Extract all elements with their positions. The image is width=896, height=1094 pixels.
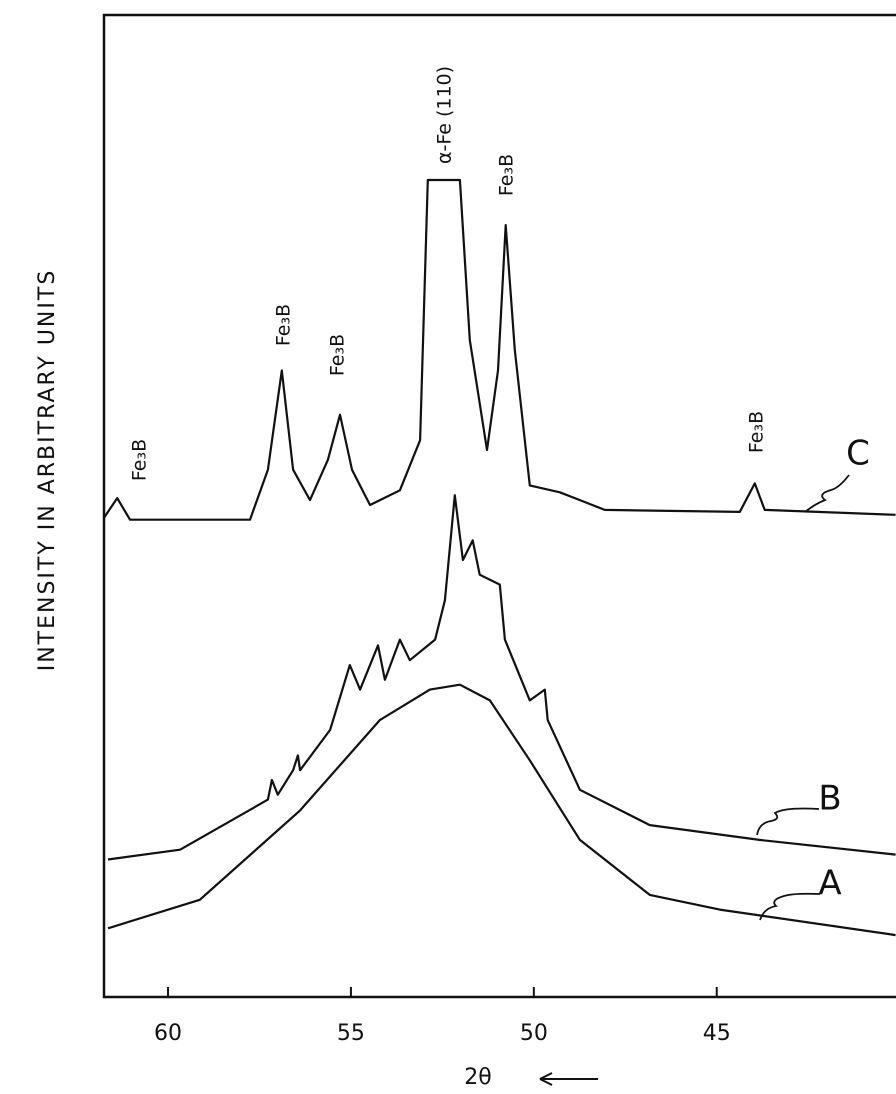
x-direction-arrow	[540, 1073, 598, 1085]
y-axis-label: INTENSITY IN ARBITRARY UNITS	[35, 269, 60, 672]
peak-annotation: Fe₃B	[327, 334, 349, 376]
curve-label: A	[818, 864, 841, 904]
peak-annotation: α-Fe (110)	[434, 66, 456, 164]
curve-label: C	[846, 434, 870, 474]
peak-annotation: Fe₃B	[496, 154, 518, 196]
curve-leader	[757, 809, 819, 836]
peak-annotation: Fe₃B	[273, 304, 295, 346]
x-tick-label: 50	[520, 1021, 548, 1046]
peak-annotation: Fe₃B	[746, 411, 768, 453]
curve	[108, 495, 896, 859]
chart: INTENSITY IN ARBITRARY UNITS 2θ 60 55 50 45…	[0, 0, 896, 1094]
curve	[104, 180, 896, 520]
x-axis-label: 2θ	[464, 1065, 491, 1090]
curve-label: B	[818, 779, 841, 819]
x-tick-label: 60	[154, 1021, 182, 1046]
curve-leader	[805, 475, 849, 512]
peak-annotation: Fe₃B	[129, 439, 151, 481]
x-tick-label: 45	[703, 1021, 731, 1046]
x-tick-label: 55	[337, 1021, 365, 1046]
